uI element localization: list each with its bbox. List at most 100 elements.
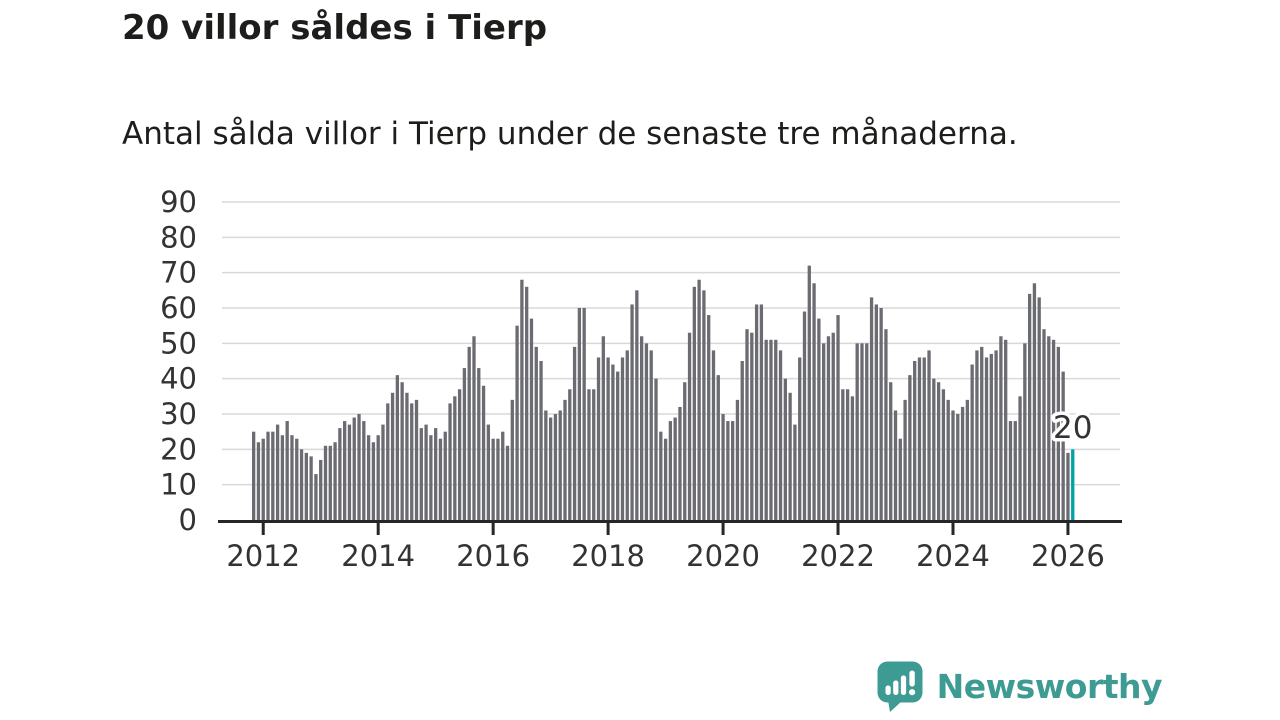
bar — [798, 357, 802, 520]
bar — [501, 431, 505, 520]
bar — [539, 361, 543, 520]
bar — [343, 421, 347, 520]
bar — [424, 424, 428, 520]
bar — [922, 357, 926, 520]
bar — [740, 361, 744, 520]
bar — [913, 361, 917, 520]
bar — [491, 438, 495, 520]
bar — [596, 357, 601, 520]
bar — [525, 286, 529, 520]
bar — [951, 410, 955, 520]
bar — [448, 403, 452, 520]
x-axis-tick-label-2020: 2020 — [686, 539, 760, 573]
bar — [778, 350, 783, 520]
bar — [381, 424, 385, 520]
bar — [1023, 343, 1027, 520]
bar — [697, 279, 701, 520]
y-axis-tick-label-30: 30 — [160, 397, 197, 431]
bar — [252, 431, 256, 520]
x-axis-tick-label-2012: 2012 — [226, 539, 300, 573]
bar — [783, 378, 787, 520]
bar — [702, 290, 706, 520]
bar — [429, 435, 433, 520]
bar — [822, 343, 826, 520]
bar — [592, 389, 596, 520]
bar — [553, 414, 558, 520]
bar — [587, 389, 591, 520]
bar — [1032, 283, 1037, 520]
bar — [970, 364, 974, 520]
bar — [611, 364, 615, 520]
bar — [256, 442, 261, 520]
highlight-value-label: 20 — [1053, 410, 1092, 446]
bar — [759, 304, 764, 520]
bar — [754, 304, 759, 520]
bar — [515, 325, 519, 520]
bar — [434, 428, 438, 520]
bar — [908, 375, 912, 520]
bar — [630, 304, 634, 520]
bar — [410, 403, 414, 520]
bar — [850, 396, 855, 520]
bar — [558, 410, 562, 520]
bar — [946, 399, 950, 520]
bar — [616, 371, 620, 520]
y-axis-tick-label-20: 20 — [160, 432, 197, 466]
bar — [395, 375, 399, 520]
bar — [673, 417, 677, 520]
bar — [745, 329, 749, 520]
bar — [304, 452, 308, 520]
bar — [414, 399, 419, 520]
bar — [644, 343, 649, 520]
bar — [548, 417, 553, 520]
bar — [1042, 329, 1046, 520]
bar — [400, 382, 404, 520]
bar — [309, 456, 313, 520]
y-axis-tick-label-10: 10 — [160, 468, 197, 502]
bar — [443, 431, 447, 520]
bar — [606, 357, 610, 520]
bar — [764, 339, 768, 520]
page-title: 20 villor såldes i Tierp — [122, 8, 548, 48]
newsworthy-logo: Newsworthy — [876, 660, 1163, 712]
bar — [299, 449, 304, 520]
bar — [1008, 421, 1013, 520]
bar — [333, 442, 337, 520]
bar — [601, 336, 605, 520]
bar — [769, 339, 773, 520]
bar — [366, 435, 371, 520]
bar — [620, 357, 625, 520]
bar — [855, 343, 859, 520]
bar — [568, 389, 572, 520]
x-axis-tick-label-2014: 2014 — [341, 539, 415, 573]
bar — [347, 424, 352, 520]
bar — [716, 375, 720, 520]
bar — [563, 399, 567, 520]
bar — [1018, 396, 1022, 520]
bar — [1051, 339, 1056, 520]
y-axis-tick-label-70: 70 — [160, 256, 197, 290]
bar — [788, 392, 792, 520]
bar — [865, 343, 869, 520]
y-axis-tick-label-40: 40 — [160, 362, 197, 396]
bar — [328, 445, 332, 520]
chart-subtitle: Antal sålda villor i Tierp under de sena… — [122, 116, 1018, 152]
bar — [405, 392, 409, 520]
bar — [774, 339, 778, 520]
bar — [481, 385, 486, 520]
bar — [261, 438, 265, 520]
bar — [927, 350, 931, 520]
bar — [663, 438, 668, 520]
bar — [999, 336, 1003, 520]
bar — [845, 389, 850, 520]
bar — [625, 350, 629, 520]
bar — [721, 414, 725, 520]
y-axis-tick-label-50: 50 — [160, 326, 197, 360]
bar — [956, 414, 960, 520]
bar — [678, 406, 682, 520]
bar — [750, 332, 754, 520]
bar — [994, 350, 998, 520]
x-axis-tick-label-2026: 2026 — [1031, 539, 1105, 573]
bar — [472, 336, 476, 520]
